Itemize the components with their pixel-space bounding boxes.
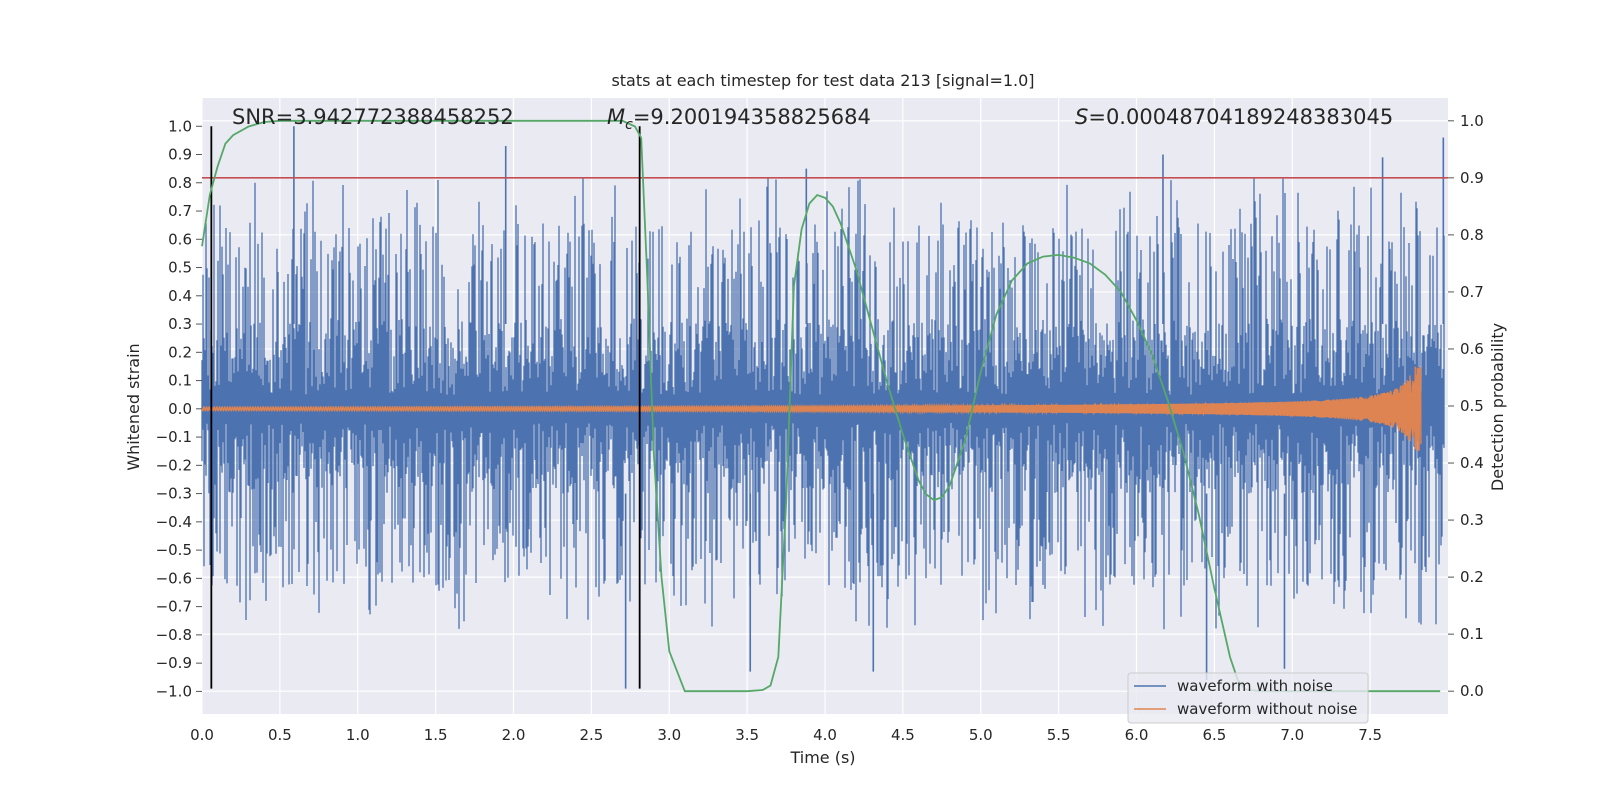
y-tick-label: 0.1 [168, 372, 192, 390]
detection-probability-line [201, 119, 1441, 693]
y-tick-label: 0.2 [168, 343, 192, 361]
x-tick-label: 2.0 [502, 726, 526, 744]
y2-tick-label: 0.4 [1460, 454, 1484, 472]
x-tick-label: 2.5 [579, 726, 603, 744]
x-tick-label: 7.5 [1358, 726, 1382, 744]
x-tick-label: 0.5 [268, 726, 292, 744]
y-tick-label: −0.8 [156, 626, 192, 644]
y-axis-label: Whitened strain [124, 343, 143, 470]
s-symbol: S [1075, 105, 1088, 129]
snr-annotation: SNR=3.942772388458252 [232, 105, 514, 129]
clean-waveform-line [201, 365, 1422, 452]
y2-tick-label: 0.2 [1460, 568, 1484, 586]
x-tick-label: 0.0 [190, 726, 214, 744]
x-tick-label: 5.0 [969, 726, 993, 744]
chirp-mass-annotation: Mc=9.200194358825684 [607, 105, 871, 133]
y-tick-label: 0.4 [168, 287, 192, 305]
x-tick-label: 4.0 [813, 726, 837, 744]
s-annotation: S=0.00048704189248383045 [1075, 105, 1393, 129]
x-tick-label: 5.5 [1047, 726, 1071, 744]
legend-label-clean: waveform without noise [1177, 700, 1357, 718]
y-tick-label: −0.4 [156, 513, 192, 531]
y-tick-label: 0.6 [168, 230, 192, 248]
y2-tick-label: 0.7 [1460, 283, 1484, 301]
series-waveform-without-noise [201, 365, 1422, 452]
overlays [202, 126, 1448, 689]
y2-tick-label: 0.3 [1460, 511, 1484, 529]
y-tick-label: −0.3 [156, 485, 192, 503]
x-tick-label: 6.0 [1125, 726, 1149, 744]
s-value: =0.00048704189248383045 [1088, 105, 1393, 129]
y-tick-label: −1.0 [156, 682, 192, 700]
y2-axis-label: Detection probability [1488, 323, 1507, 491]
x-tick-label: 4.5 [891, 726, 915, 744]
y-tick-label: 0.7 [168, 202, 192, 220]
y-tick-label: 0.9 [168, 146, 192, 164]
legend-box [1127, 672, 1369, 724]
x-tick-label: 1.5 [424, 726, 448, 744]
y-tick-label: −0.5 [156, 541, 192, 559]
x-axis-label: Time (s) [789, 748, 855, 767]
series-detection-probability [201, 119, 1441, 693]
chirp-mass-subscript: c [625, 117, 633, 133]
y-tick-label: −0.1 [156, 428, 192, 446]
y-tick-label: 0.3 [168, 315, 192, 333]
y-tick-label: −0.6 [156, 569, 192, 587]
y2-tick-label: 1.0 [1460, 112, 1484, 130]
ticks: 0.0 0.5 1.0 1.5 2.0 2.5 3.0 3.5 4.0 4.5 5.0 5.5 6.0 6… [156, 112, 1484, 744]
x-tick-label: 1.0 [346, 726, 370, 744]
legend-label-noise: waveform with noise [1177, 677, 1333, 695]
y-tick-label: 0.5 [168, 259, 192, 277]
x-tick-label: 7.0 [1280, 726, 1304, 744]
y-tick-label: −0.2 [156, 456, 192, 474]
y2-tick-label: 0.8 [1460, 226, 1484, 244]
y-tick-label: 0.0 [168, 400, 192, 418]
x-tick-label: 3.5 [735, 726, 759, 744]
y2-tick-label: 0.0 [1460, 682, 1484, 700]
x-tick-label: 6.5 [1202, 726, 1226, 744]
chart-title: stats at each timestep for test data 213… [611, 71, 1034, 90]
y2-tick-label: 0.6 [1460, 340, 1484, 358]
y2-tick-label: 0.5 [1460, 397, 1484, 415]
y-tick-label: 0.8 [168, 174, 192, 192]
y-tick-label: −0.7 [156, 598, 192, 616]
x-tick-label: 3.0 [657, 726, 681, 744]
y2-tick-label: 0.1 [1460, 625, 1484, 643]
chirp-mass-value: =9.200194358825684 [633, 105, 871, 129]
legend: waveform with noise waveform without noi… [1127, 672, 1369, 724]
y-tick-label: −0.9 [156, 654, 192, 672]
chirp-mass-symbol: M [607, 105, 625, 129]
y2-tick-label: 0.9 [1460, 169, 1484, 187]
y-tick-label: 1.0 [168, 117, 192, 135]
